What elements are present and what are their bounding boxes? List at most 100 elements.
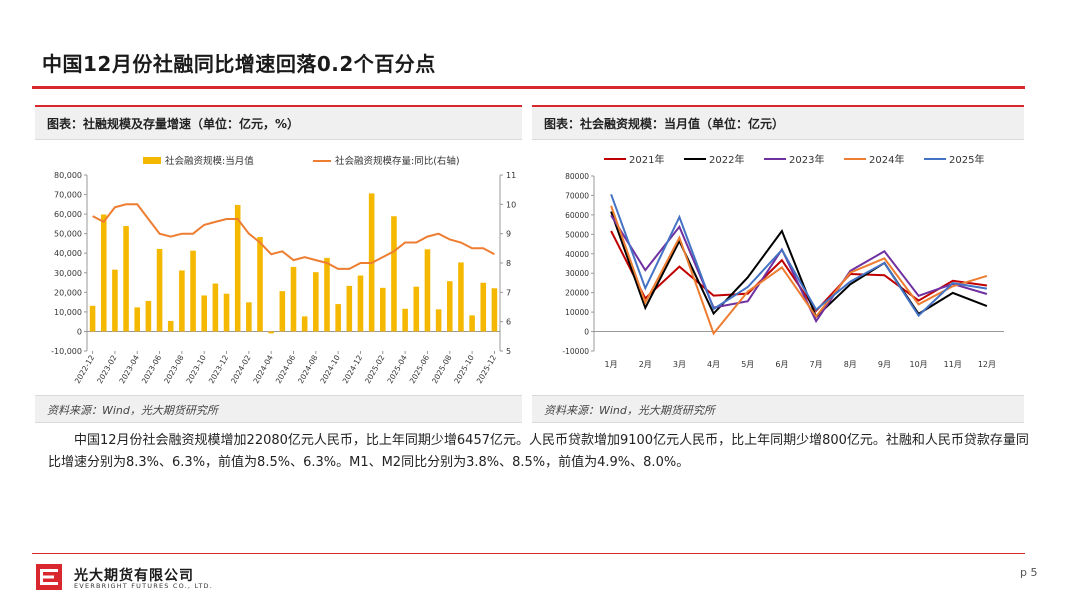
left-chart-source-text: 资料来源：Wind，光大期货研究所: [47, 404, 218, 417]
legend-label-2025年: 2025年: [949, 153, 984, 166]
bar: [167, 320, 174, 332]
company-name: 光大期货有限公司: [74, 568, 194, 584]
bar: [335, 304, 341, 332]
bar: [268, 331, 274, 334]
left-y-tick-label: 60,000: [54, 210, 82, 219]
x-tick-label: 2月: [639, 360, 652, 369]
y-tick-label: 60000: [565, 211, 589, 220]
legend-line-label: 社会融资规模存量:同比(右轴): [335, 155, 460, 167]
legend-label-2023年: 2023年: [789, 153, 824, 166]
x-tick-label: 2025-06: [408, 353, 432, 385]
x-tick-label: 2024-12: [341, 353, 365, 385]
x-tick-label: 2025-12: [475, 353, 499, 385]
x-tick-label: 7月: [810, 360, 823, 369]
legend-label-2021年: 2021年: [629, 153, 664, 166]
right-y-tick-label: 10: [506, 200, 516, 209]
right-chart-header-text: 图表：社会融资规模：当月值（单位：亿元）: [544, 117, 785, 131]
series-line-2024年: [610, 205, 988, 336]
bar: [212, 283, 219, 332]
footer-divider: [32, 553, 1025, 554]
left-chart-header-text: 图表：社融规模及存量增速（单位：亿元，%）: [47, 117, 300, 131]
x-tick-label: 6月: [775, 360, 788, 369]
title-divider: [32, 86, 1025, 89]
left-chart-header: 图表：社融规模及存量增速（单位：亿元，%）: [35, 105, 522, 140]
left-y-tick-label: 70,000: [54, 191, 82, 200]
left-y-tick-label: -10,000: [51, 347, 82, 356]
bar: [145, 300, 152, 332]
x-tick-label: 2023-06: [140, 353, 164, 385]
series-line-2023年: [610, 214, 988, 324]
bar: [458, 262, 464, 332]
bar: [179, 270, 185, 332]
y-tick-label: 40000: [565, 250, 589, 259]
series-line-2025年: [610, 193, 988, 318]
bar: [190, 250, 196, 332]
x-tick-label: 2024-06: [274, 353, 298, 385]
y-tick-label: -10000: [562, 347, 589, 356]
bar: [246, 302, 252, 332]
y-tick-label: 50000: [565, 230, 589, 239]
summary-paragraph: 中国12月份社会融资规模增加22080亿元人民币，比上年同期少增6457亿元。人…: [48, 433, 1029, 470]
x-tick-label: 2023-10: [184, 353, 208, 385]
x-tick-label: 5月: [741, 360, 754, 369]
bar: [223, 293, 230, 332]
x-tick-label: 8月: [844, 360, 857, 369]
left-y-tick-label: 20,000: [54, 288, 82, 297]
bar: [491, 288, 498, 332]
x-tick-label: 2025-10: [452, 353, 476, 385]
yoy-growth-line: [92, 203, 495, 270]
bar: [324, 257, 330, 332]
y-tick-label: 20000: [565, 289, 589, 298]
y-tick-label: 30000: [565, 269, 589, 278]
bar: [391, 216, 397, 332]
right-chart-source: 资料来源：Wind，光大期货研究所: [532, 395, 1024, 423]
bar: [480, 282, 487, 332]
x-tick-label: 1月: [605, 360, 618, 369]
bar: [402, 308, 408, 332]
x-tick-label: 11月: [944, 360, 962, 369]
right-y-tick-label: 5: [506, 347, 511, 356]
legend-bar-swatch: [143, 157, 161, 164]
x-tick-label: 4月: [707, 360, 720, 369]
bar: [446, 281, 453, 332]
y-tick-label: 0: [584, 328, 589, 337]
x-tick-label: 2025-08: [430, 353, 454, 385]
right-y-tick-label: 6: [506, 318, 511, 327]
y-tick-label: 70000: [565, 191, 589, 200]
bar: [435, 309, 442, 332]
left-y-tick-label: 10,000: [54, 308, 82, 317]
left-y-tick-label: 80,000: [54, 171, 82, 180]
left-y-tick-label: 0: [77, 327, 82, 336]
x-tick-label: 12月: [978, 360, 996, 369]
x-tick-label: 2023-12: [207, 353, 231, 385]
legend-label-2024年: 2024年: [869, 153, 904, 166]
company-name-en: EVERBRIGHT FUTURES CO., LTD.: [74, 582, 214, 590]
page-number: p 5: [1020, 566, 1038, 579]
bar: [380, 287, 386, 332]
x-tick-label: 2022-12: [73, 353, 97, 385]
legend-label-2022年: 2022年: [709, 153, 744, 166]
bar: [100, 214, 107, 332]
bar: [301, 316, 308, 332]
bar: [357, 275, 364, 332]
left-chart-source: 资料来源：Wind，光大期货研究所: [35, 395, 522, 423]
x-tick-label: 2024-08: [296, 353, 320, 385]
x-tick-label: 2023-04: [117, 353, 141, 385]
bar: [313, 272, 319, 332]
bar: [134, 307, 141, 332]
x-tick-label: 2023-08: [162, 353, 186, 385]
bar: [346, 285, 353, 332]
right-chart: -10000 0 10000 20000 30000 40000 50000 60000 700…: [562, 153, 1004, 369]
bar: [413, 286, 420, 332]
left-y-tick-label: 30,000: [54, 269, 82, 278]
x-tick-label: 2024-04: [251, 353, 275, 385]
bar: [424, 249, 431, 332]
x-tick-label: 2025-02: [363, 353, 387, 385]
everbright-logo-icon: [36, 564, 62, 590]
bar: [89, 305, 96, 332]
left-y-tick-label: 50,000: [54, 230, 82, 239]
x-tick-label: 9月: [878, 360, 891, 369]
bar: [123, 226, 129, 332]
y-tick-label: 80000: [565, 172, 589, 181]
x-tick-label: 2024-02: [229, 353, 253, 385]
